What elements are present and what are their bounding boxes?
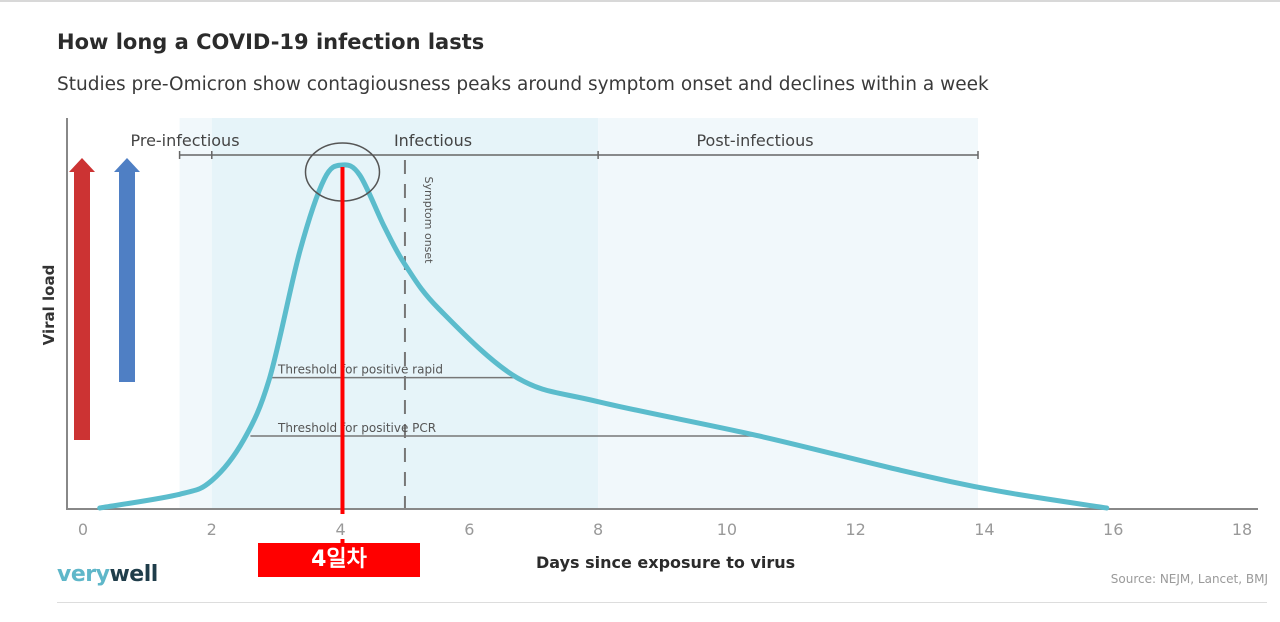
viral-load-curve — [97, 162, 1110, 511]
phase-shade-0 — [179, 118, 212, 508]
x-axis-label: Days since exposure to virus — [536, 553, 796, 572]
chart-title: How long a COVID-19 infection lasts — [57, 30, 485, 54]
x-tick-label: 4 — [335, 520, 345, 539]
threshold-label: Threshold for positive PCR — [277, 421, 436, 435]
chart-subtitle: Studies pre-Omicron show contagiousness … — [57, 74, 989, 95]
threshold-label: Threshold for positive rapid — [277, 363, 443, 377]
red-arrow-shaft — [74, 170, 90, 440]
blue-arrow-shaft — [119, 170, 135, 382]
blue-arrow-head-icon — [114, 158, 140, 172]
red-arrow-head-icon — [69, 158, 95, 172]
source-text: Source: NEJM, Lancet, BMJ — [1110, 572, 1268, 586]
x-tick-label: 10 — [717, 520, 737, 539]
phase-shade-2 — [598, 118, 979, 508]
phase-label-1: Infectious — [394, 131, 472, 150]
phase-label-2: Post-infectious — [696, 131, 813, 150]
verywell-logo: verywell — [57, 562, 158, 587]
x-tick-label: 8 — [593, 520, 603, 539]
symptom-onset-label: Symptom onset — [422, 177, 435, 265]
x-tick-label: 16 — [1103, 520, 1123, 539]
x-tick-label: 0 — [78, 520, 88, 539]
phase-label-0: Pre-infectious — [130, 131, 239, 150]
x-tick-label: 2 — [207, 520, 217, 539]
footer-divider — [57, 602, 1267, 603]
x-tick-label: 6 — [464, 520, 474, 539]
x-tick-label: 18 — [1232, 520, 1252, 539]
x-tick-label: 12 — [845, 520, 865, 539]
white-cover — [262, 580, 538, 610]
y-axis-label: Viral load — [40, 265, 58, 346]
x-tick-label: 14 — [974, 520, 994, 539]
top-border — [0, 0, 1280, 2]
annotation-label: 4일차 — [258, 543, 420, 577]
